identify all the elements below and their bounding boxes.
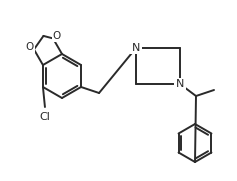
Text: N: N: [176, 79, 184, 89]
Text: Cl: Cl: [40, 112, 50, 122]
Text: O: O: [26, 42, 34, 52]
Text: O: O: [53, 31, 61, 41]
Text: N: N: [132, 43, 140, 53]
